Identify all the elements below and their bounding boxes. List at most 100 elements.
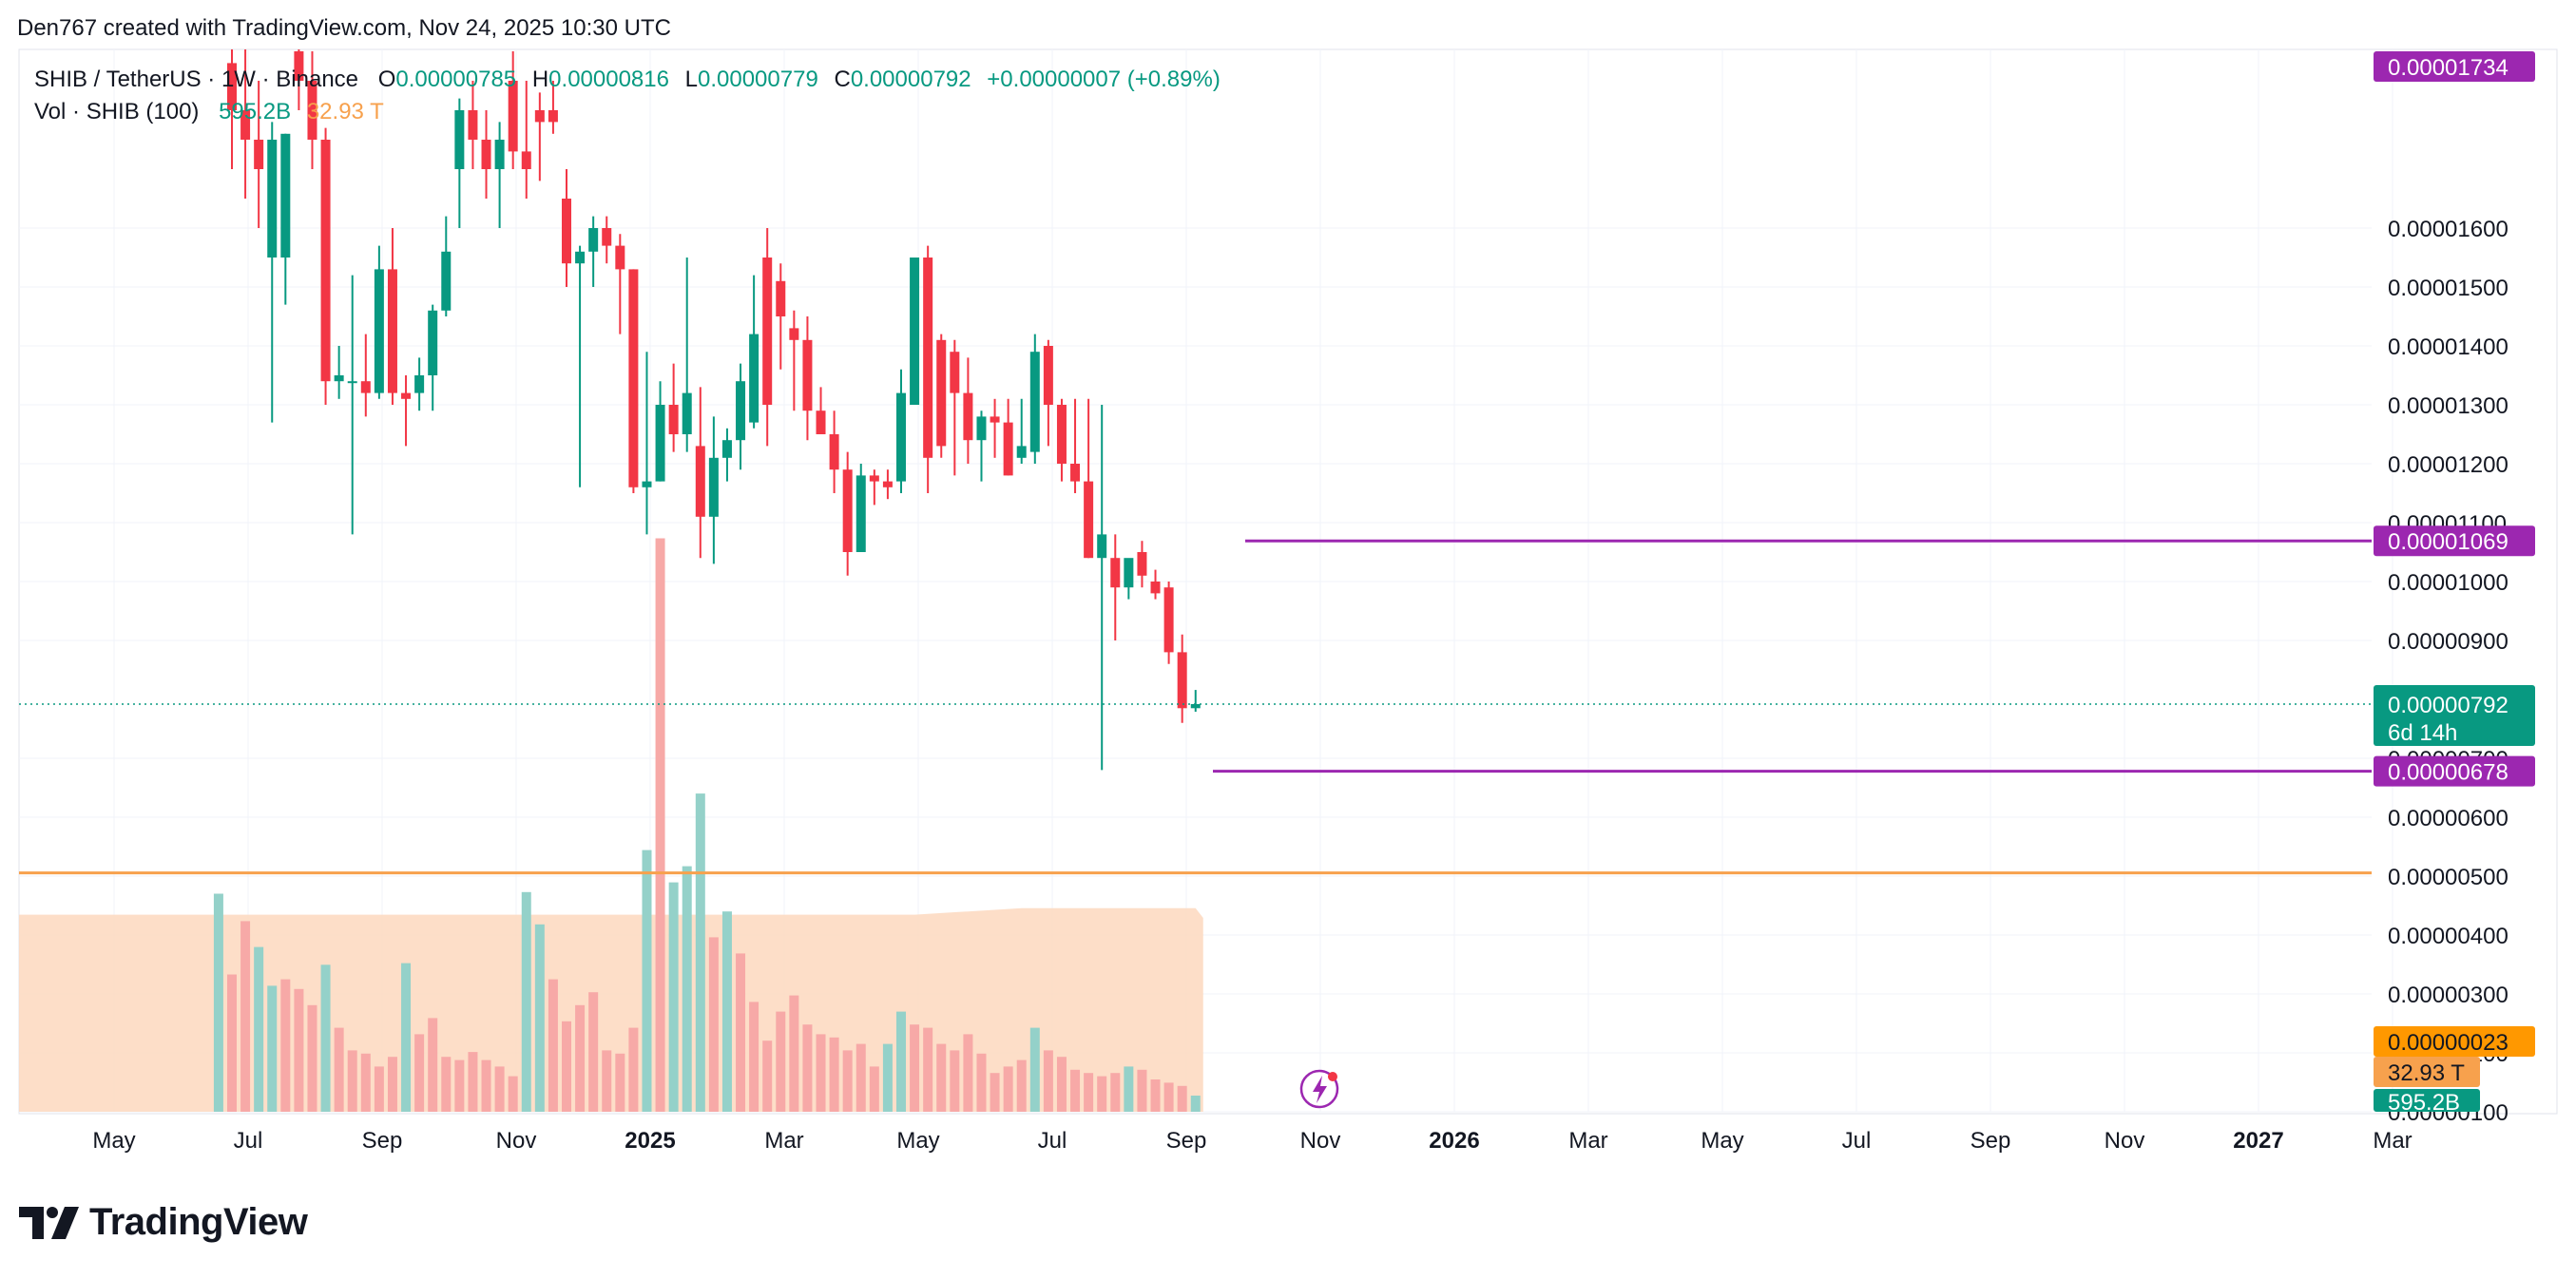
- volume-bar: [227, 974, 237, 1112]
- volume-ma-value-label-bg: [2374, 1057, 2480, 1087]
- volume-bar: [414, 1034, 425, 1112]
- tradingview-logo-text: TradingView: [89, 1201, 308, 1243]
- candle-body: [575, 251, 586, 264]
- volume-bar: [240, 921, 251, 1112]
- price-tick-label: 0.00001200: [2388, 452, 2509, 478]
- volume-bar: [829, 1037, 839, 1112]
- volume-bar: [454, 1059, 465, 1112]
- candle-body: [721, 440, 732, 458]
- volume-bar: [280, 979, 291, 1112]
- candle-body: [481, 140, 491, 169]
- candle-body: [963, 392, 973, 441]
- volume-bar: [1150, 1079, 1161, 1112]
- candle-body: [882, 481, 893, 487]
- time-tick-label: Jul: [1038, 1128, 1067, 1154]
- candle-body: [1070, 464, 1081, 482]
- volume-bar: [721, 911, 732, 1112]
- volume-bar: [494, 1066, 505, 1112]
- candle-body: [910, 258, 920, 405]
- volume-legend[interactable]: Vol · SHIB (100) 595.2B 32.93 T: [34, 99, 384, 125]
- candle-body: [1097, 534, 1107, 559]
- candle-body: [320, 140, 331, 382]
- volume-bar: [1070, 1069, 1081, 1112]
- price-tick-label: 0.00001000: [2388, 570, 2509, 596]
- candle-body: [267, 140, 278, 258]
- candle-body: [628, 269, 639, 487]
- price-tick-label: 0.00000500: [2388, 865, 2509, 890]
- price-tick-label: 0.00001400: [2388, 334, 2509, 360]
- volume-bar: [1177, 1085, 1187, 1112]
- chart-credit: Den767 created with TradingView.com, Nov…: [17, 15, 671, 41]
- horizontal-levels[interactable]: [19, 539, 2372, 773]
- volume-bar: [334, 1027, 344, 1112]
- lightning-badge-icon[interactable]: [1299, 1069, 1339, 1109]
- volume-bar: [213, 893, 223, 1112]
- high-label: H: [531, 67, 549, 92]
- time-tick-label: Mar: [1568, 1128, 1607, 1154]
- volume-ma-value-label: 32.93 T: [2388, 1060, 2465, 1086]
- volume-bar: [642, 849, 652, 1112]
- volume-bar: [708, 937, 719, 1112]
- volume-bar: [428, 1018, 438, 1112]
- volume-bar: [910, 1024, 920, 1112]
- volume-bar: [1097, 1076, 1107, 1112]
- candle-body: [347, 381, 357, 384]
- candle-body: [374, 269, 384, 393]
- volume-bar: [1163, 1082, 1174, 1112]
- volume-bar: [1043, 1050, 1053, 1112]
- time-tick-label: Sep: [1970, 1128, 2011, 1154]
- volume-ma-price-label: 0.00000023: [2388, 1030, 2509, 1056]
- candle-body: [829, 434, 839, 470]
- time-axis[interactable]: May Jul Sep Nov 2025 Mar May Jul Sep Nov 2026 Mar Ma…: [92, 1128, 2412, 1154]
- time-tick-label: May: [1701, 1128, 1743, 1154]
- level-price-label-bg: [2374, 525, 2535, 557]
- volume-bar: [682, 866, 692, 1112]
- symbol-legend[interactable]: SHIB / TetherUS · 1W · Binance O0.000007…: [34, 67, 1221, 93]
- candle-body: [615, 245, 625, 270]
- volume-bar: [816, 1034, 826, 1112]
- time-tick-label: 2025: [625, 1128, 675, 1154]
- top-marker-label: 0.00001734: [2388, 55, 2509, 81]
- candle-body: [762, 258, 773, 405]
- volume-bar: [562, 1021, 571, 1112]
- candle-body: [936, 339, 947, 447]
- price-axis-labels: 0.00001069 0.00000678 0.00001734 0.00000792…: [1299, 51, 2535, 1116]
- candle-body: [950, 352, 960, 393]
- candle-body: [548, 110, 558, 123]
- time-tick-label: May: [896, 1128, 939, 1154]
- volume-bar: [521, 891, 531, 1112]
- high-value: 0.00000816: [548, 67, 669, 92]
- volume-bar: [548, 979, 558, 1112]
- volume-bar: [534, 924, 545, 1112]
- time-tick-label: 2026: [1429, 1128, 1479, 1154]
- volume-bar: [936, 1043, 947, 1112]
- level-price-label: 0.00000678: [2388, 760, 2509, 786]
- candle-body: [708, 457, 719, 517]
- candle-body: [695, 446, 705, 517]
- candle-body: [976, 416, 987, 441]
- volume-pane: [19, 538, 2372, 1112]
- tradingview-logo[interactable]: TradingView: [19, 1201, 308, 1244]
- candle-body: [401, 392, 412, 399]
- candle-body: [802, 339, 813, 411]
- volume-value: 595.2B: [219, 99, 292, 124]
- open-value: 0.00000785: [395, 67, 517, 92]
- price-axis[interactable]: 0.00001600 0.00001500 0.00001400 0.00001300…: [2388, 217, 2509, 1126]
- candle-body: [1029, 352, 1040, 452]
- volume-bar: [294, 988, 304, 1112]
- volume-bar: [347, 1050, 357, 1112]
- volume-bar: [588, 992, 599, 1112]
- volume-value-label-bg: [2374, 1089, 2480, 1112]
- level-price-label-bg: [2374, 755, 2535, 787]
- candle-body: [227, 63, 237, 110]
- low-value: 0.00000779: [698, 67, 818, 92]
- candle-body: [1190, 703, 1201, 709]
- volume-ma-value: 32.93 T: [306, 99, 384, 124]
- time-tick-label: Jul: [1842, 1128, 1872, 1154]
- candle-body: [534, 110, 545, 123]
- close-label: C: [834, 67, 851, 92]
- volume-bar: [802, 1024, 813, 1112]
- candle-body: [749, 334, 759, 423]
- candle-body: [655, 405, 665, 482]
